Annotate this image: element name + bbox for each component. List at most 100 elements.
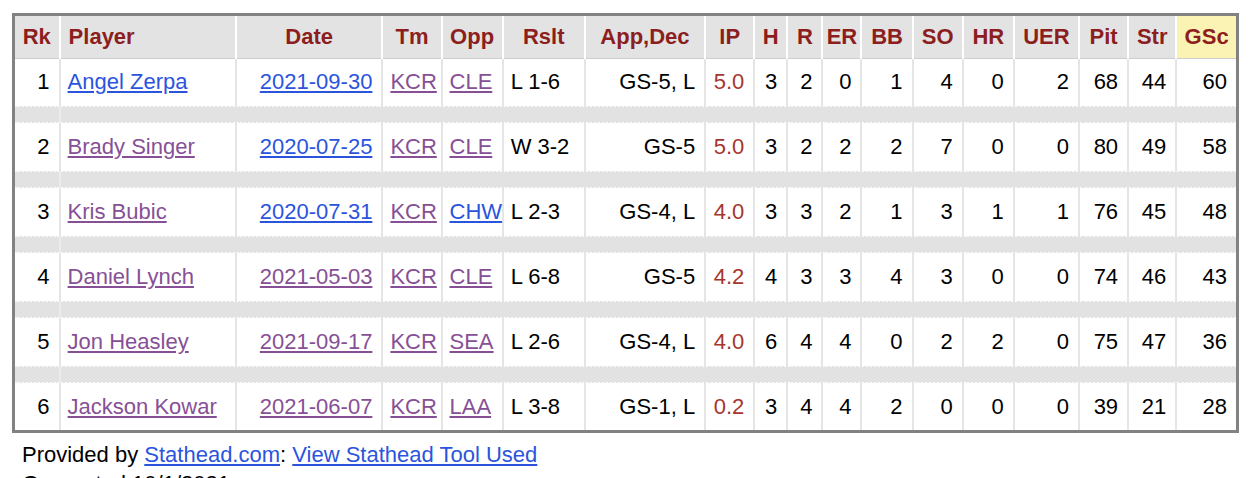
- player-link[interactable]: Brady Singer: [68, 134, 195, 159]
- player-link[interactable]: Daniel Lynch: [68, 264, 194, 289]
- tm-link[interactable]: KCR: [390, 69, 436, 94]
- column-header-so[interactable]: SO: [913, 15, 963, 59]
- cell-app_dec: GS-4, L: [585, 188, 705, 236]
- date-link[interactable]: 2021-09-30: [260, 69, 373, 94]
- cell-date: 2020-07-25: [236, 123, 382, 171]
- cell-uer: 2: [1014, 59, 1079, 107]
- cell-date: 2020-07-31: [236, 188, 382, 236]
- cell-rslt: L 3-8: [503, 383, 585, 432]
- cell-str: 21: [1128, 383, 1176, 432]
- row-spacer: [14, 171, 1238, 188]
- tm-link[interactable]: KCR: [390, 329, 436, 354]
- column-header-tm[interactable]: Tm: [382, 15, 441, 59]
- cell-er: 4: [822, 318, 861, 366]
- player-link[interactable]: Angel Zerpa: [68, 69, 188, 94]
- cell-bb: 2: [861, 383, 912, 432]
- row-spacer: [14, 301, 1238, 318]
- column-header-str[interactable]: Str: [1128, 15, 1176, 59]
- column-header-uer[interactable]: UER: [1014, 15, 1079, 59]
- column-header-rk[interactable]: Rk: [14, 15, 60, 59]
- opp-link[interactable]: CLE: [450, 134, 493, 159]
- column-header-r[interactable]: R: [787, 15, 822, 59]
- cell-rslt: L 2-3: [503, 188, 585, 236]
- tm-link[interactable]: KCR: [390, 199, 436, 224]
- cell-tm: KCR: [382, 188, 441, 236]
- cell-h: 3: [754, 188, 787, 236]
- cell-rslt: L 6-8: [503, 253, 585, 301]
- cell-app_dec: GS-5, L: [585, 59, 705, 107]
- row-spacer-rank-cell: [14, 301, 60, 318]
- cell-hr: 0: [963, 123, 1014, 171]
- cell-date: 2021-09-17: [236, 318, 382, 366]
- cell-player: Angel Zerpa: [60, 59, 236, 107]
- row-spacer-cell: [60, 236, 1238, 253]
- date-link[interactable]: 2020-07-25: [260, 134, 373, 159]
- column-header-app_dec[interactable]: App,Dec: [585, 15, 705, 59]
- cell-tm: KCR: [382, 318, 441, 366]
- tm-link[interactable]: KCR: [390, 394, 436, 419]
- table-row: 2Brady Singer2020-07-25KCRCLEW 3-2GS-55.…: [14, 123, 1238, 171]
- row-spacer-cell: [60, 301, 1238, 318]
- column-header-gsc[interactable]: GSc: [1176, 15, 1237, 59]
- cell-h: 4: [754, 253, 787, 301]
- date-link[interactable]: 2020-07-31: [260, 199, 373, 224]
- cell-rk: 3: [14, 188, 60, 236]
- column-header-opp[interactable]: Opp: [442, 15, 503, 59]
- table-body: 1Angel Zerpa2021-09-30KCRCLEL 1-6GS-5, L…: [14, 59, 1238, 432]
- cell-rk: 2: [14, 123, 60, 171]
- date-link[interactable]: 2021-05-03: [260, 264, 373, 289]
- cell-ip: 4.2: [705, 253, 754, 301]
- cell-r: 4: [787, 318, 822, 366]
- cell-rk: 4: [14, 253, 60, 301]
- opp-link[interactable]: CHW: [450, 199, 503, 224]
- player-link[interactable]: Kris Bubic: [68, 199, 167, 224]
- table-header: RkPlayerDateTmOppRsltApp,DecIPHRERBBSOHR…: [14, 15, 1238, 59]
- cell-str: 49: [1128, 123, 1176, 171]
- column-header-h[interactable]: H: [754, 15, 787, 59]
- cell-bb: 0: [861, 318, 912, 366]
- cell-gsc: 28: [1176, 383, 1237, 432]
- stathead-link[interactable]: Stathead.com: [144, 442, 280, 467]
- opp-link[interactable]: CLE: [450, 264, 493, 289]
- cell-rk: 5: [14, 318, 60, 366]
- column-header-er[interactable]: ER: [822, 15, 861, 59]
- column-header-rslt[interactable]: Rslt: [503, 15, 585, 59]
- cell-date: 2021-06-07: [236, 383, 382, 432]
- cell-uer: 0: [1014, 383, 1079, 432]
- table-row: 6Jackson Kowar2021-06-07KCRLAAL 3-8GS-1,…: [14, 383, 1238, 432]
- column-header-hr[interactable]: HR: [963, 15, 1014, 59]
- player-link[interactable]: Jackson Kowar: [68, 394, 217, 419]
- cell-r: 2: [787, 59, 822, 107]
- opp-link[interactable]: SEA: [450, 329, 494, 354]
- cell-gsc: 48: [1176, 188, 1237, 236]
- cell-str: 45: [1128, 188, 1176, 236]
- tm-link[interactable]: KCR: [390, 264, 436, 289]
- player-link[interactable]: Jon Heasley: [68, 329, 189, 354]
- column-header-player[interactable]: Player: [60, 15, 236, 59]
- date-link[interactable]: 2021-06-07: [260, 394, 373, 419]
- cell-hr: 0: [963, 59, 1014, 107]
- cell-gsc: 60: [1176, 59, 1237, 107]
- view-stathead-tool-link[interactable]: View Stathead Tool Used: [292, 442, 537, 467]
- tm-link[interactable]: KCR: [390, 134, 436, 159]
- header-row: RkPlayerDateTmOppRsltApp,DecIPHRERBBSOHR…: [14, 15, 1238, 59]
- opp-link[interactable]: LAA: [450, 394, 492, 419]
- date-link[interactable]: 2021-09-17: [260, 329, 373, 354]
- column-header-date[interactable]: Date: [236, 15, 382, 59]
- cell-uer: 1: [1014, 188, 1079, 236]
- column-header-ip[interactable]: IP: [705, 15, 754, 59]
- column-header-pit[interactable]: Pit: [1079, 15, 1128, 59]
- column-header-bb[interactable]: BB: [861, 15, 912, 59]
- cell-gsc: 43: [1176, 253, 1237, 301]
- cell-h: 3: [754, 383, 787, 432]
- cell-er: 0: [822, 59, 861, 107]
- table-row: 5Jon Heasley2021-09-17KCRSEAL 2-6GS-4, L…: [14, 318, 1238, 366]
- cell-uer: 0: [1014, 253, 1079, 301]
- opp-link[interactable]: CLE: [450, 69, 493, 94]
- row-spacer-cell: [60, 171, 1238, 188]
- cell-tm: KCR: [382, 59, 441, 107]
- cell-hr: 1: [963, 188, 1014, 236]
- generated-date: Generated 10/1/2021.: [22, 469, 1250, 478]
- cell-date: 2021-09-30: [236, 59, 382, 107]
- cell-tm: KCR: [382, 383, 441, 432]
